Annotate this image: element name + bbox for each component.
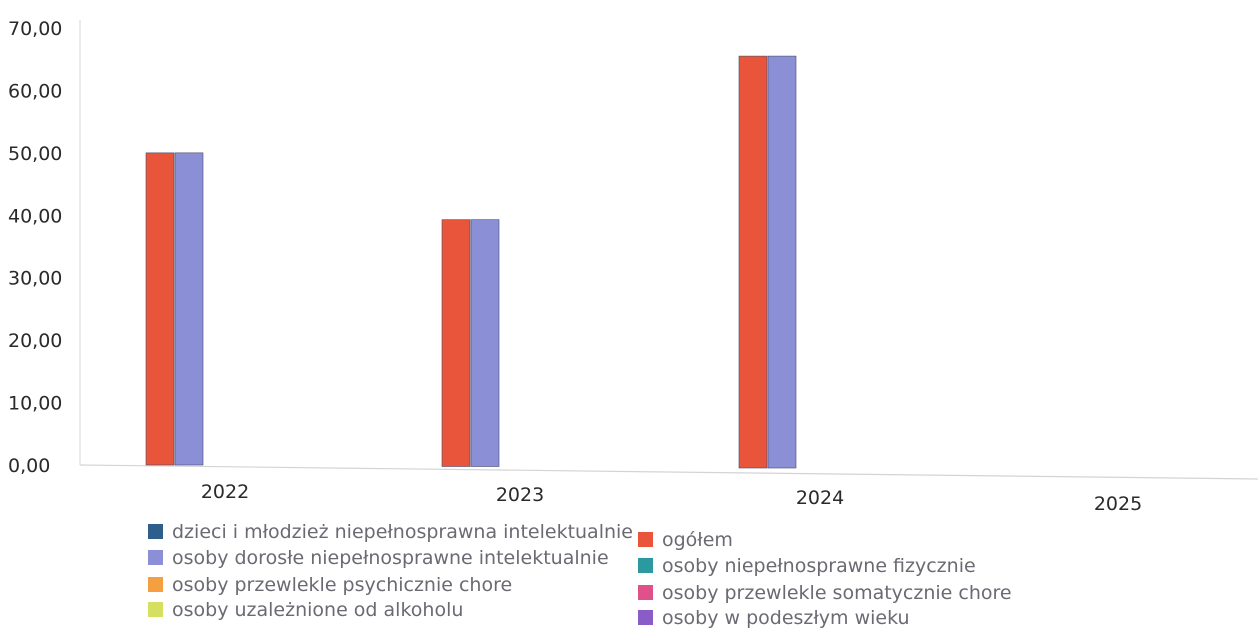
bar (441, 219, 471, 467)
legend-label: ogółem (662, 529, 733, 551)
legend-label: osoby dorosłe niepełnosprawne intelektua… (172, 547, 609, 569)
bar (174, 152, 204, 466)
x-tick-label: 2025 (1094, 493, 1142, 515)
y-axis-ticks: 0,00 10,00 20,00 30,00 40,00 50,00 60,00 70,00 (8, 18, 62, 477)
y-tick-label: 40,00 (8, 205, 62, 227)
bar (470, 219, 500, 467)
x-tick-label: 2024 (796, 487, 844, 509)
x-axis-line (79, 464, 1259, 480)
bars (145, 55, 797, 469)
x-tick-label: 2022 (201, 481, 249, 503)
legend-label: osoby przewlekle psychicznie chore (172, 574, 512, 596)
y-tick-label: 30,00 (8, 268, 62, 290)
axes (79, 20, 1259, 480)
x-tick-label: 2023 (496, 484, 544, 506)
legend-swatch (148, 550, 163, 565)
bar (767, 55, 797, 469)
legend-label: dzieci i młodzież niepełnosprawna intele… (172, 521, 633, 543)
legend-label: osoby uzależnione od alkoholu (172, 599, 463, 621)
y-tick-label: 70,00 (8, 18, 62, 40)
legend-swatch (638, 558, 653, 573)
legend-swatch (638, 610, 653, 625)
legend-swatch (638, 585, 653, 600)
legend-swatch (638, 532, 653, 547)
legend: dzieci i młodzież niepełnosprawna intele… (148, 521, 1012, 629)
legend-label: osoby w podeszłym wieku (662, 607, 910, 629)
legend-label: osoby przewlekle somatycznie chore (662, 582, 1012, 604)
legend-swatch (148, 577, 163, 592)
y-tick-label: 60,00 (8, 80, 62, 102)
legend-label: osoby niepełnosprawne fizycznie (662, 555, 976, 577)
bar (145, 152, 175, 466)
y-tick-label: 20,00 (8, 330, 62, 352)
legend-swatch (148, 602, 163, 617)
legend-swatch (148, 524, 163, 539)
bar (738, 55, 768, 469)
y-tick-label: 50,00 (8, 143, 62, 165)
y-tick-label: 0,00 (8, 455, 50, 477)
y-tick-label: 10,00 (8, 393, 62, 415)
x-axis-ticks: 2022 2023 2024 2025 (201, 481, 1142, 515)
